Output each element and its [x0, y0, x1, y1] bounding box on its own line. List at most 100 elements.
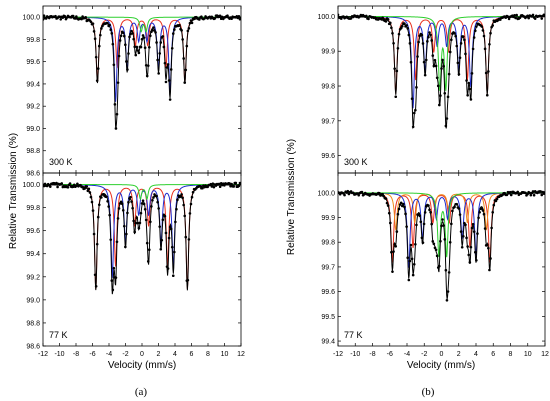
data-point [144, 218, 148, 222]
data-point [487, 70, 490, 73]
data-point [171, 274, 175, 277]
data-point [386, 204, 390, 207]
data-point [431, 54, 435, 57]
data-point [139, 45, 143, 49]
data-point [83, 187, 86, 190]
x-tick-label: 8 [206, 351, 210, 358]
x-tick-label: 10 [221, 351, 229, 358]
data-point [155, 194, 158, 198]
data-point [408, 42, 412, 45]
data-point [143, 207, 147, 211]
data-point [107, 205, 110, 208]
data-point [94, 285, 98, 288]
data-point [71, 14, 75, 18]
data-point [185, 44, 189, 48]
x-tick-label: -12 [38, 351, 48, 358]
data-point [384, 197, 388, 200]
x-tick-label: -10 [54, 351, 64, 358]
data-point [141, 34, 145, 37]
data-point [230, 17, 233, 21]
y-tick-label: 100.0 [22, 15, 40, 22]
data-point [165, 66, 169, 69]
data-point [480, 25, 484, 28]
x-tick-label: -6 [387, 351, 393, 358]
data-point [487, 246, 490, 250]
data-point [144, 63, 148, 67]
data-point [471, 222, 475, 226]
data-point [357, 193, 361, 197]
data-point [405, 225, 408, 228]
data-point [475, 259, 478, 262]
data-point [423, 211, 427, 214]
data-point [189, 202, 193, 206]
data-point [130, 200, 133, 203]
data-point [431, 240, 435, 243]
data-point [137, 226, 141, 230]
data-point [90, 200, 94, 204]
data-point [415, 86, 418, 89]
data-point [464, 223, 467, 227]
data-point [436, 84, 440, 88]
data-point [85, 185, 89, 188]
data-point [60, 182, 64, 185]
data-point [440, 224, 443, 228]
data-point [433, 58, 437, 62]
data-point [471, 47, 475, 51]
data-point [472, 36, 476, 39]
data-point [540, 17, 544, 20]
data-point [186, 29, 190, 33]
data-point [391, 32, 394, 35]
data-point [55, 181, 58, 185]
data-point [203, 17, 206, 20]
data-point [137, 51, 141, 55]
data-point [163, 61, 167, 65]
data-point [170, 245, 174, 249]
data-point [453, 205, 456, 209]
data-point [442, 64, 445, 68]
data-point [159, 247, 163, 251]
data-point [181, 38, 184, 41]
x-tick-label: -10 [350, 351, 360, 358]
component-curve-sextet_2 [43, 184, 241, 278]
data-point [74, 17, 77, 20]
data-point [432, 242, 436, 246]
y-tick-label: 98.6 [26, 344, 40, 351]
x-tick-label: 12 [237, 351, 245, 358]
y-axis-label-b: Relative Transmission (%) [286, 139, 297, 255]
data-point [438, 264, 441, 268]
plot-frame [42, 172, 242, 347]
y-tick-label: 99.9 [321, 49, 335, 56]
data-point [509, 193, 513, 197]
data-point [94, 55, 98, 59]
data-point [95, 242, 99, 246]
x-tick-label: 0 [140, 351, 144, 358]
x-tick-label: 2 [457, 351, 461, 358]
data-point [411, 125, 415, 129]
data-point [478, 210, 481, 214]
data-point [111, 288, 115, 292]
data-point [484, 71, 488, 75]
data-point [92, 30, 96, 33]
data-point [164, 80, 168, 84]
data-point [387, 211, 391, 215]
x-tick-label: 4 [474, 351, 478, 358]
x-tick-label: -6 [89, 351, 95, 358]
data-point [381, 192, 384, 196]
y-tick-label: 100.0 [317, 190, 335, 197]
data-point [526, 14, 529, 18]
component-curve-sextet_1 [43, 16, 241, 83]
data-point [505, 193, 509, 197]
data-point [490, 226, 493, 230]
data-point [167, 236, 171, 240]
data-point [92, 232, 96, 236]
data-point [527, 16, 530, 20]
plot-frame [337, 5, 546, 174]
data-point [118, 39, 122, 42]
data-point [489, 31, 492, 35]
data-point [96, 215, 100, 219]
data-point [406, 256, 410, 259]
data-point [119, 200, 123, 204]
data-point [540, 193, 544, 197]
data-point [513, 13, 516, 17]
data-point [415, 223, 418, 227]
